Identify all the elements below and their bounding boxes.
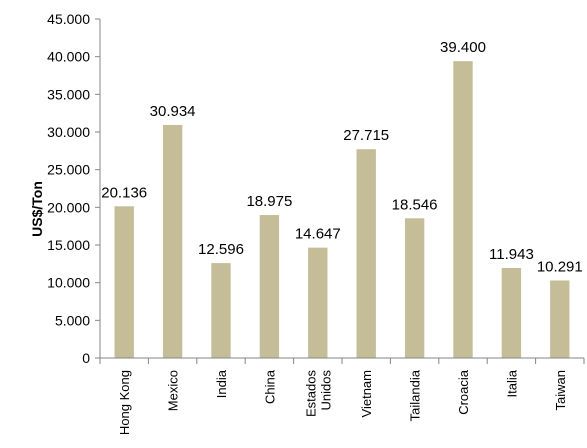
x-category-label: China xyxy=(262,369,277,404)
bar xyxy=(501,268,522,358)
bar xyxy=(404,218,425,358)
y-tick-label: 25.000 xyxy=(47,162,90,178)
bar xyxy=(114,206,134,358)
y-tick-label: 15.000 xyxy=(47,237,90,253)
y-tick-label: 30.000 xyxy=(47,124,90,140)
y-tick-label: 0 xyxy=(82,350,90,366)
x-category-label: Mexico xyxy=(166,370,181,411)
y-tick-label: 10.000 xyxy=(47,275,90,291)
x-axis: Hong Kong Mexico India China Estados Unidos Vi… xyxy=(99,357,585,435)
bar xyxy=(550,280,570,358)
x-category-label: Unidos xyxy=(318,370,333,411)
bar xyxy=(356,149,376,358)
x-category-label: Italia xyxy=(504,369,519,397)
x-category-label: Hong Kong xyxy=(117,370,132,435)
bar xyxy=(308,247,328,358)
x-category-label: Vietnam xyxy=(359,370,374,417)
y-tick-label: 40.000 xyxy=(47,49,90,65)
data-label: 10.291 xyxy=(537,258,583,275)
x-category-label: Estados xyxy=(303,370,318,417)
bar xyxy=(453,61,473,358)
y-tick-label: 20.000 xyxy=(47,199,90,215)
y-tick-label: 5.000 xyxy=(55,312,90,328)
bars xyxy=(114,61,570,358)
y-axis-title: US$/Ton xyxy=(29,181,45,237)
y-axis: 0 5.000 10.000 15.000 20.000 25.000 30.000 35.0… xyxy=(47,11,101,366)
data-label: 12.596 xyxy=(198,241,244,258)
data-label: 18.975 xyxy=(246,193,292,210)
data-label: 39.400 xyxy=(440,39,486,56)
bar xyxy=(211,263,231,358)
y-tick-label: 45.000 xyxy=(47,11,90,27)
data-label: 20.136 xyxy=(101,184,147,201)
x-category-label: Taiwan xyxy=(553,370,568,410)
data-label: 27.715 xyxy=(343,127,389,144)
x-category-label: Croacia xyxy=(456,369,471,415)
data-label: 14.647 xyxy=(295,226,341,243)
data-label: 30.934 xyxy=(150,103,196,120)
bar xyxy=(162,124,183,358)
y-tick-label: 35.000 xyxy=(47,86,90,102)
x-category-label: Tailandia xyxy=(408,369,423,421)
data-label: 11.943 xyxy=(489,246,534,263)
data-label: 18.546 xyxy=(392,196,438,213)
x-category-label: India xyxy=(214,369,229,398)
bar xyxy=(259,215,280,358)
